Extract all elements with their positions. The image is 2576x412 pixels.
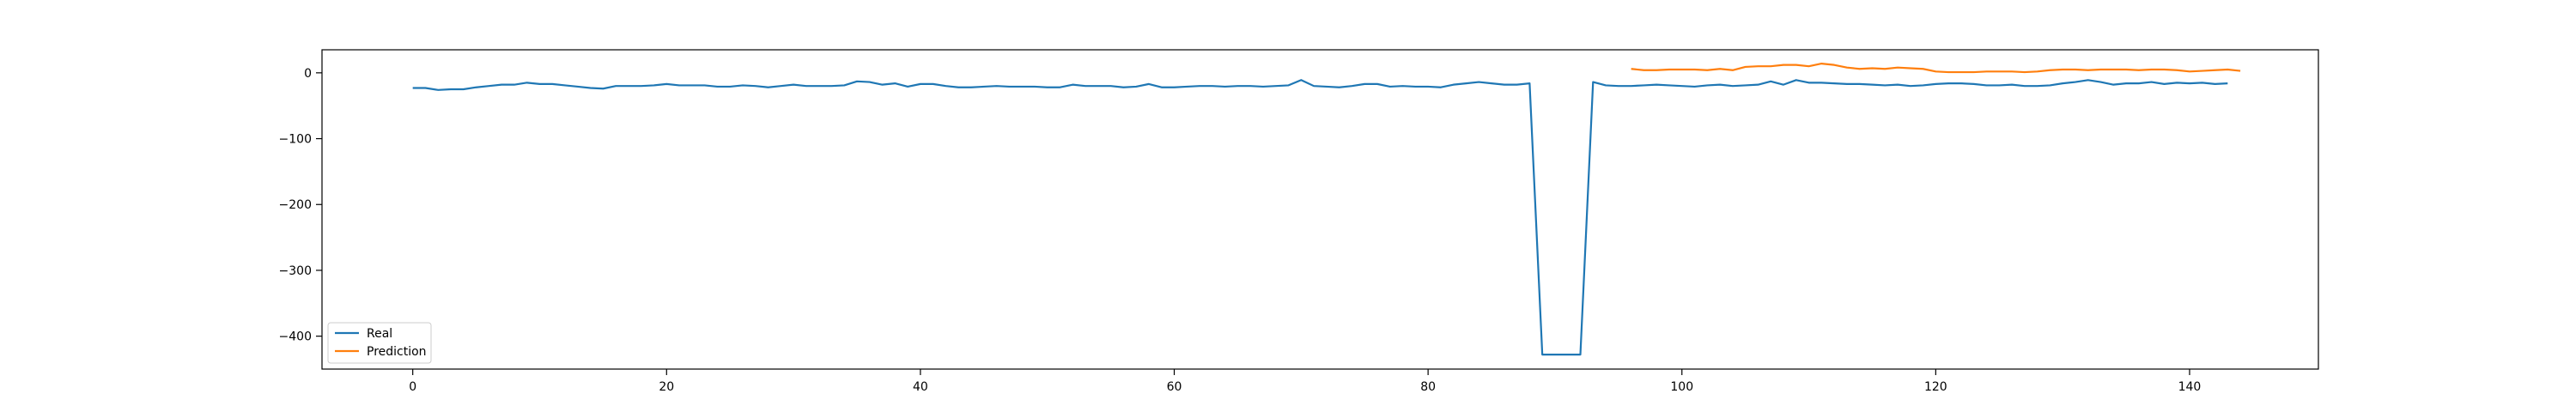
legend-label-real: Real	[367, 327, 392, 341]
y-tick-label: −100	[279, 133, 312, 147]
x-axis: 0 20 40 60 80 100 120 140	[409, 369, 2201, 394]
series-line-prediction	[1631, 63, 2241, 74]
series-line-real	[412, 79, 2228, 356]
y-tick-label: −300	[279, 264, 312, 278]
x-tick-label: 60	[1167, 380, 1182, 394]
x-tick-label: 120	[1924, 380, 1947, 394]
legend-label-prediction: Prediction	[367, 345, 427, 359]
y-axis: 0 −100 −200 −300 −400	[279, 67, 322, 344]
plot-lines	[412, 63, 2241, 356]
y-tick-label: −200	[279, 198, 312, 212]
plot-frame	[321, 49, 2319, 370]
x-tick-label: 100	[1670, 380, 1693, 394]
x-tick-label: 80	[1420, 380, 1436, 394]
x-tick-label: 20	[659, 380, 674, 394]
y-tick-label: −400	[279, 330, 312, 344]
x-tick-label: 140	[2178, 380, 2202, 394]
y-tick-label: 0	[304, 67, 312, 81]
x-tick-label: 40	[913, 380, 928, 394]
x-tick-label: 0	[409, 380, 416, 394]
legend: Real Prediction	[327, 322, 432, 364]
